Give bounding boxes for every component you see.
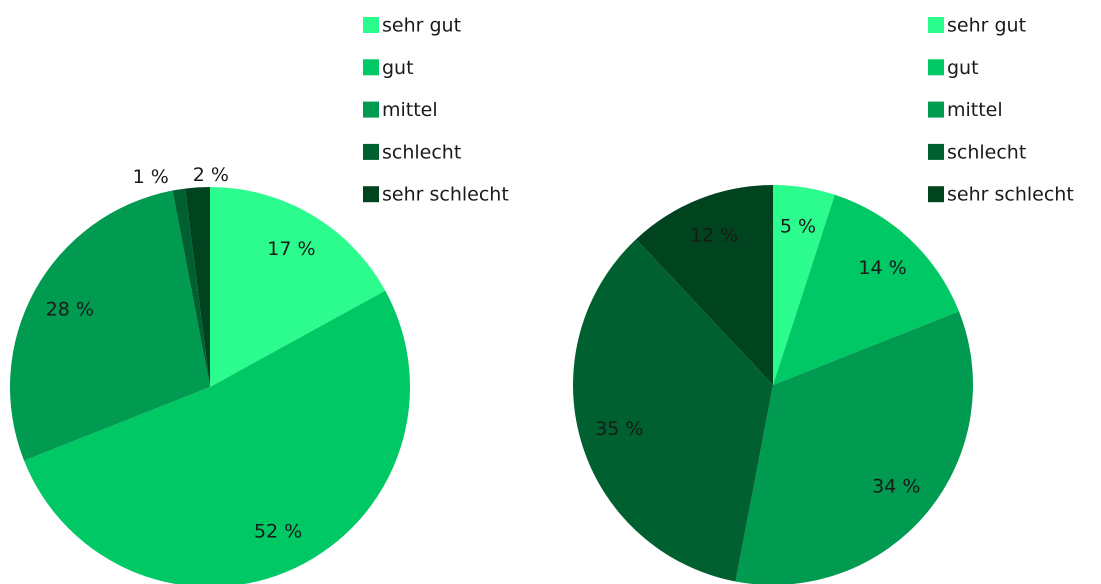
- legend-label: sehr gut: [382, 15, 461, 37]
- value-label: 17 %: [267, 238, 315, 260]
- pie-slice: [773, 194, 959, 385]
- legend-label: gut: [382, 57, 414, 79]
- legend-label: gut: [947, 57, 979, 79]
- value-label: 2 %: [193, 164, 229, 186]
- pie-slice: [210, 187, 386, 387]
- legend-label: sehr schlecht: [947, 184, 1074, 206]
- legend-swatch: [363, 101, 379, 118]
- value-label: 14 %: [858, 257, 906, 279]
- value-label: 1 %: [133, 166, 169, 188]
- pie-slice: [572, 239, 773, 582]
- legend-label: mittel: [947, 99, 1003, 121]
- legend-label: schlecht: [382, 141, 461, 163]
- legend-swatch: [363, 59, 379, 76]
- legend-swatch: [928, 186, 944, 203]
- value-label: 12 %: [690, 225, 738, 247]
- pie-slice: [24, 290, 410, 584]
- legend-swatch: [363, 186, 379, 203]
- legend-swatch: [928, 59, 944, 76]
- legend-swatch: [363, 143, 379, 160]
- legend-swatch: [928, 17, 944, 33]
- legend-swatch: [928, 101, 944, 118]
- pie-slice: [172, 188, 210, 387]
- pie-slice: [10, 190, 211, 461]
- legend-label: sehr gut: [947, 15, 1026, 37]
- pie-slice: [735, 311, 973, 584]
- value-label: 35 %: [595, 418, 643, 440]
- value-label: 34 %: [872, 475, 920, 497]
- pie-slice: [184, 187, 210, 387]
- value-label: 52 %: [254, 520, 302, 542]
- legend-swatch: [928, 143, 944, 160]
- legend-label: sehr schlecht: [382, 184, 509, 206]
- value-label: 5 %: [780, 215, 816, 237]
- legend-label: mittel: [382, 99, 438, 121]
- pie-slice: [636, 184, 773, 385]
- legend-swatch: [363, 17, 379, 33]
- pie-slice: [773, 185, 835, 385]
- legend-label: schlecht: [947, 141, 1026, 163]
- value-label: 28 %: [46, 298, 94, 320]
